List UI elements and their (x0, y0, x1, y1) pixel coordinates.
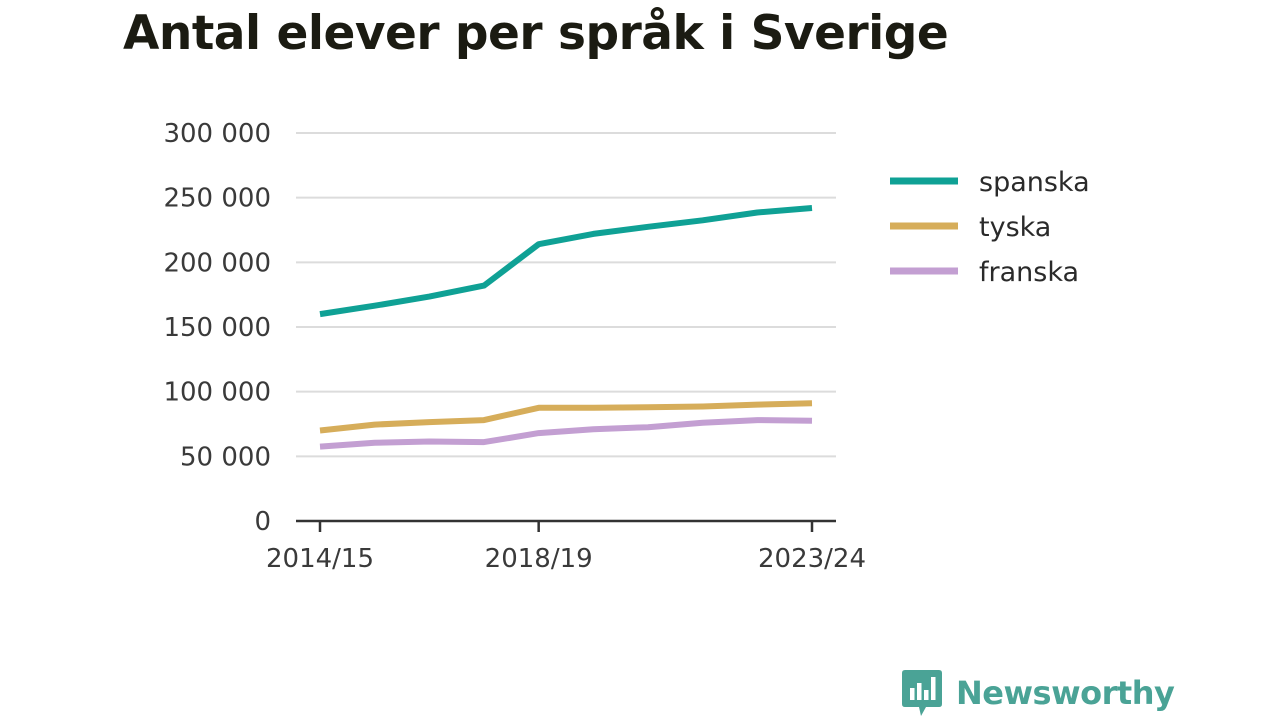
y-tick-label: 150 000 (163, 313, 271, 343)
gridlines (296, 132, 836, 458)
y-tick-label: 300 000 (163, 119, 271, 149)
legend: spanska tyska franska (890, 167, 1090, 288)
legend-label-tyska: tyska (979, 212, 1051, 243)
newsworthy-logo-icon (902, 670, 942, 716)
series-line-spanska (319, 205, 813, 318)
y-tick-label: 250 000 (163, 184, 271, 214)
chart-title: Antal elever per språk i Sverige (123, 6, 949, 61)
series-lines (319, 205, 813, 450)
x-tick-label: 2023/24 (758, 544, 866, 574)
x-tick-label: 2018/19 (485, 544, 593, 574)
brand-name: Newsworthy (956, 674, 1175, 712)
y-tick-label: 0 (254, 507, 271, 537)
y-tick-label: 200 000 (163, 248, 271, 278)
x-axis: 2014/15 2018/19 2023/24 (266, 519, 866, 574)
y-axis-tick-labels: 0 50 000 100 000 150 000 200 000 250 000 300 0… (163, 119, 271, 537)
x-tick-label: 2014/15 (266, 544, 374, 574)
series-line-franska (319, 417, 813, 450)
newsworthy-brand: Newsworthy (902, 670, 1175, 716)
series-line-tyska (319, 400, 813, 434)
legend-label-spanska: spanska (979, 167, 1090, 198)
y-tick-label: 50 000 (180, 442, 271, 472)
y-tick-label: 100 000 (163, 378, 271, 408)
legend-label-franska: franska (979, 257, 1079, 288)
